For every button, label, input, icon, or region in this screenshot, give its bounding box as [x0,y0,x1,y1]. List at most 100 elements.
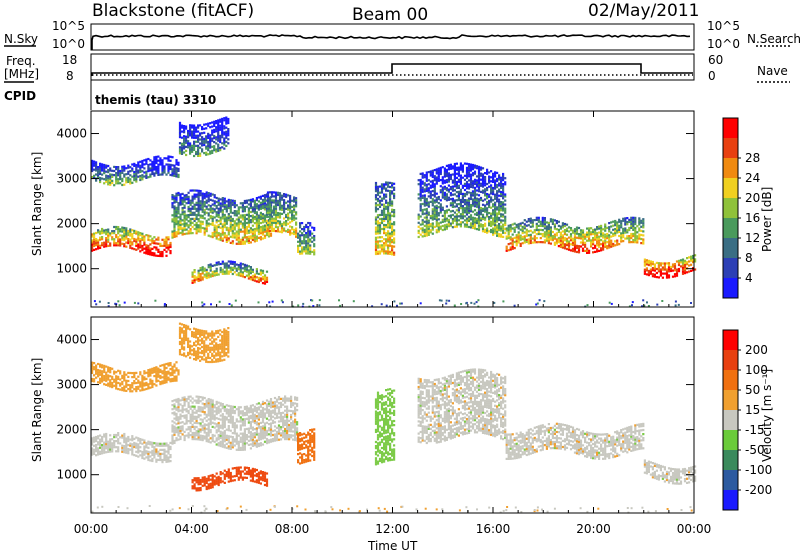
power-cell [243,232,246,235]
power-cell [553,241,556,244]
power-cell [683,261,687,264]
power-cell [463,225,467,228]
power-cell [221,229,224,232]
velocity-cell [243,444,246,447]
power-cell [423,202,426,205]
power-cell [161,167,164,170]
power-cell [245,230,248,233]
power-cell [445,179,448,182]
power-cell [283,203,286,206]
power-cell [439,221,442,224]
power-cell [225,200,228,203]
power-cell [449,186,452,189]
power-cell [494,217,497,221]
power-cell [445,197,448,200]
power-cell [431,214,434,217]
power-cell [161,238,164,241]
power-cell [115,225,118,229]
power-cell [149,159,152,162]
power-cell [263,278,267,281]
power-cell [498,216,501,220]
power-cell [153,160,156,163]
power-cell [517,231,520,234]
power-cell [477,228,481,231]
power-cell [427,205,430,208]
power-cell [387,230,390,233]
power-cell [488,195,491,198]
velocity-cell [129,442,132,445]
power-cell [278,196,282,199]
velocity-cell [127,435,130,439]
velocity-cell [201,396,204,399]
power-cell [523,239,526,242]
power-cell [423,232,426,236]
velocity-cell [191,423,194,426]
power-cell [193,189,196,192]
power-cell [471,210,475,213]
power-cell [683,267,687,271]
velocity-cell [175,408,178,411]
power-cell [393,245,396,248]
velocity-cell [243,436,246,439]
power-cell [445,217,448,220]
power-cell [551,220,554,223]
power-cell [253,238,256,241]
power-cell [191,201,194,204]
velocity-cell [187,420,190,423]
power-cell [496,232,499,235]
power-cell [604,243,607,246]
power-cell [201,268,204,271]
power-cell [229,235,232,238]
power-cell [523,227,526,230]
power-cell [141,170,144,173]
power-cell [117,182,120,185]
power-cell [237,268,240,271]
power-cell [632,228,635,231]
power-cell [183,206,186,209]
power-cell [266,211,270,214]
power-cell [249,227,252,230]
power-cell [141,236,144,239]
velocity-cell [93,440,96,443]
power-cell [278,194,282,197]
power-cell [117,180,120,183]
power-cell [187,216,190,219]
power-cell [205,139,208,142]
power-cell [215,215,218,218]
power-cell [289,233,292,236]
power-cell [469,210,473,213]
power-cell [455,199,458,202]
velocity-cell [175,416,178,419]
power-cell [433,189,436,192]
power-cell [380,246,384,249]
power-cell [423,188,426,191]
power-cell [261,215,265,218]
power-cell [673,263,677,266]
power-cell [475,213,479,216]
velocity-cell [201,398,204,401]
power-cell [675,272,679,275]
velocity-cell [105,447,108,450]
power-cell [109,183,112,186]
power-cell [229,227,232,230]
power-cell [459,190,462,193]
power-cell [469,173,473,176]
velocity-cell [161,442,164,445]
power-cell [307,238,310,241]
power-cell [529,239,532,243]
nsearch-tick-top: 10^5 [707,19,740,33]
power-cell [221,237,224,240]
power-cell [195,224,198,227]
velocity-cell [179,413,182,416]
power-cell [667,268,671,271]
power-cell [465,181,469,184]
power-cell [195,193,198,196]
power-cell [261,275,265,279]
power-cell [481,181,485,184]
power-cell [185,232,188,235]
power-cell [209,273,212,276]
power-cell [95,238,98,241]
power-cell [195,276,198,279]
power-cell [213,224,216,227]
power-cell [163,304,166,307]
